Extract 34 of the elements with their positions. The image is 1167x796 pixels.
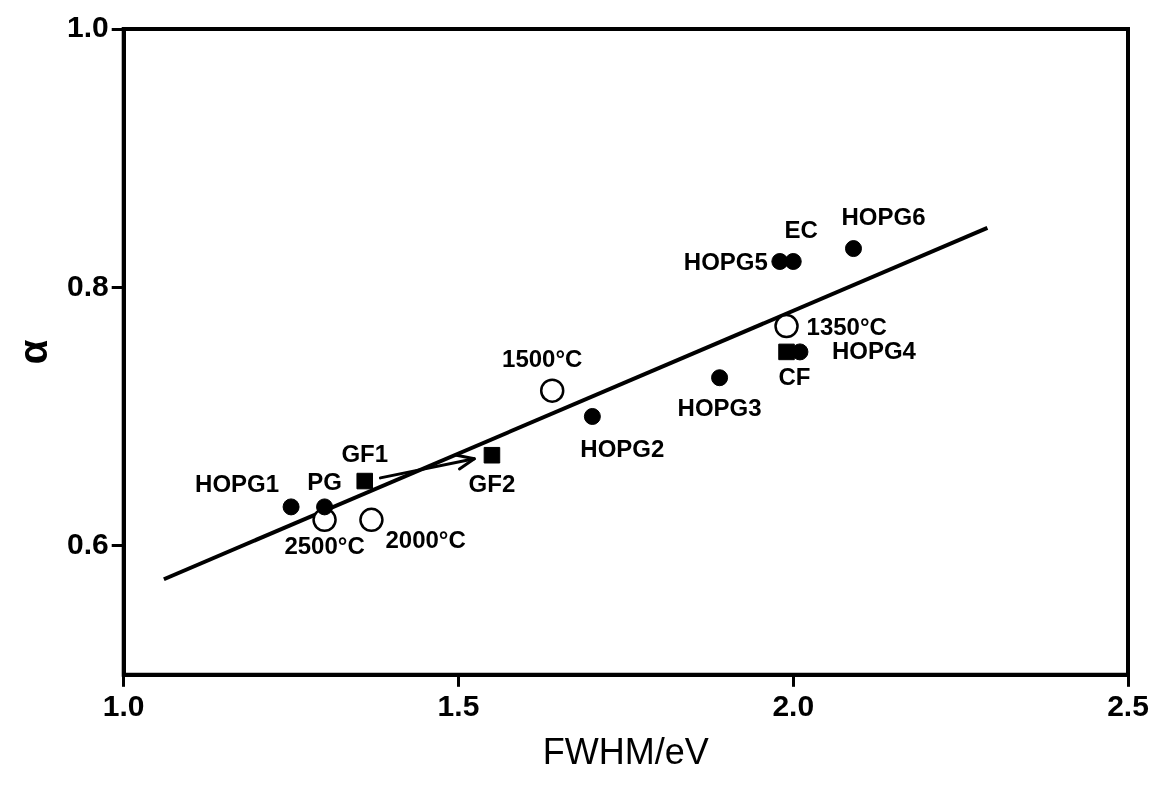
annotation: GF2 (468, 469, 516, 497)
x-tick-label: 2.0 (772, 689, 815, 723)
annotation: HOPG6 (841, 203, 926, 231)
point (316, 498, 334, 516)
annotation: GF1 (341, 439, 389, 467)
annotation: 2000°C (385, 526, 466, 554)
annotation: HOPG2 (580, 435, 665, 463)
annotation: PG (307, 467, 342, 495)
point (356, 472, 374, 490)
annotation: HOPG5 (683, 248, 768, 276)
annotation: CF (778, 362, 811, 390)
point (282, 498, 300, 516)
x-tick-label: 2.5 (1107, 689, 1149, 723)
point (784, 252, 802, 270)
y-tick-label: 1.0 (66, 10, 109, 44)
point (711, 369, 729, 387)
annotation: 1500°C (502, 345, 583, 373)
point (483, 446, 501, 464)
point (844, 240, 862, 258)
annotation: EC (784, 216, 818, 244)
point (778, 343, 795, 361)
x-tick-label: 1.5 (437, 689, 480, 723)
point (539, 378, 565, 403)
y-tick-label: 0.6 (66, 526, 109, 560)
annotation: 2500°C (284, 532, 365, 560)
annotation: HOPG1 (195, 469, 280, 497)
point (583, 407, 601, 425)
x-axis-title: FWHM/eV (542, 731, 709, 773)
annotation: HOPG3 (677, 394, 762, 422)
y-axis-title: α (11, 339, 56, 365)
point (359, 507, 384, 533)
point (774, 313, 799, 339)
y-tick-label: 0.8 (66, 268, 109, 302)
x-tick-label: 1.0 (102, 689, 145, 723)
